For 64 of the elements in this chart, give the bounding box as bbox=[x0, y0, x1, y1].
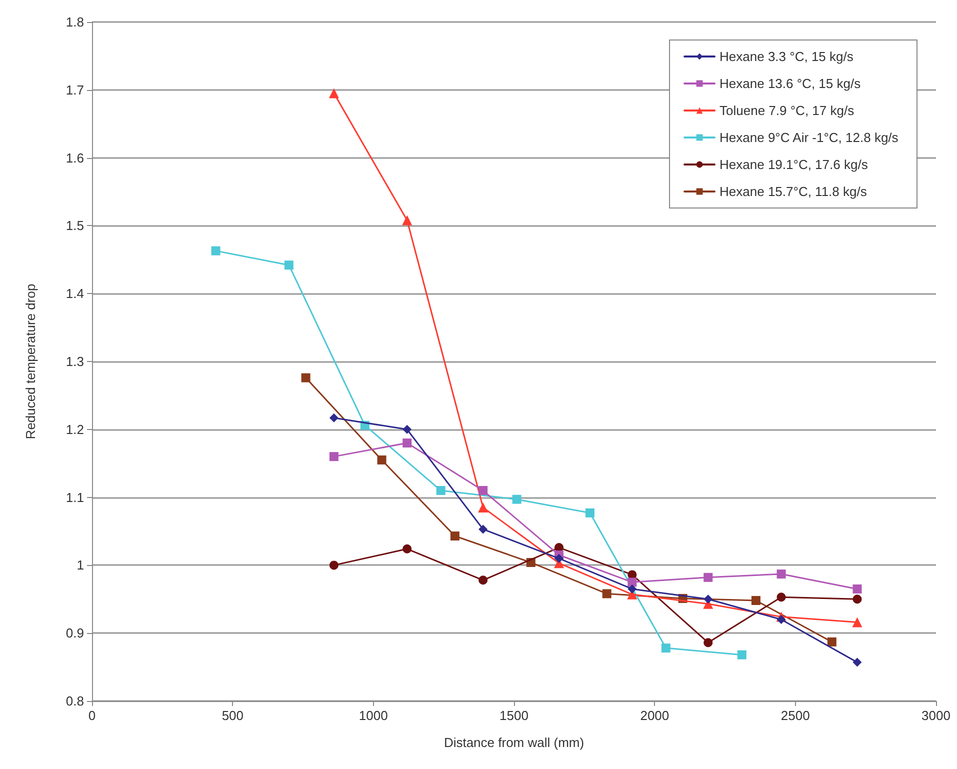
point bbox=[301, 373, 310, 382]
x-tick-label: 1500 bbox=[500, 708, 528, 723]
point bbox=[704, 572, 713, 582]
y-tick-label: 1.6 bbox=[66, 150, 84, 166]
legend-label: Hexane 15.7°C, 11.8 kg/s bbox=[720, 184, 868, 199]
legend-label: Hexane 13.6 °C, 15 kg/s bbox=[720, 76, 862, 91]
y-tick-label: 1.3 bbox=[66, 354, 84, 369]
point bbox=[852, 658, 862, 667]
point bbox=[628, 578, 637, 587]
point bbox=[329, 413, 338, 422]
point bbox=[852, 617, 862, 628]
point bbox=[478, 486, 488, 496]
point bbox=[478, 576, 488, 585]
point bbox=[776, 570, 786, 579]
y-tick-label: 1.1 bbox=[66, 490, 84, 505]
x-tick-label: 2000 bbox=[640, 708, 670, 723]
legend-label: Toluene 7.9 °C, 17 kg/s bbox=[720, 103, 855, 118]
x-tick-label: 2500 bbox=[780, 708, 810, 723]
point bbox=[377, 455, 386, 464]
point bbox=[329, 452, 338, 462]
point bbox=[478, 524, 488, 534]
legend-label: Hexane 9°C Air -1°C, 12.8 kg/s bbox=[720, 130, 899, 145]
point bbox=[211, 246, 220, 256]
point bbox=[776, 615, 786, 624]
point bbox=[852, 594, 862, 604]
point bbox=[628, 584, 637, 594]
y-tick-label: 1.5 bbox=[66, 218, 84, 234]
y-tick-label: 1 bbox=[76, 558, 84, 573]
x-tick-label: 500 bbox=[222, 708, 244, 723]
point bbox=[436, 486, 446, 496]
point bbox=[450, 532, 460, 541]
point bbox=[402, 544, 412, 554]
point bbox=[602, 589, 612, 598]
x-tick-label: 1000 bbox=[358, 708, 388, 723]
point bbox=[402, 215, 412, 226]
y-tick-label: 0.9 bbox=[66, 626, 84, 641]
x-tick-label: 3000 bbox=[922, 708, 950, 723]
y-tick-label: 0.8 bbox=[66, 694, 84, 708]
point bbox=[554, 554, 564, 563]
y-tick-label: 1.7 bbox=[66, 82, 84, 98]
point bbox=[329, 560, 338, 570]
point bbox=[328, 88, 339, 98]
point bbox=[402, 424, 412, 434]
x-tick-label: 0 bbox=[88, 708, 96, 723]
point bbox=[776, 592, 786, 602]
point bbox=[478, 502, 488, 512]
point bbox=[661, 644, 670, 653]
point bbox=[704, 638, 713, 648]
point bbox=[737, 650, 746, 660]
y-axis-title: Reduced temperature drop bbox=[23, 284, 38, 440]
legend-label: Hexane 19.1°C, 17.6 kg/s bbox=[720, 157, 868, 172]
y-tick-label: 1.2 bbox=[66, 422, 84, 437]
legend-label: Hexane 3.3 °C, 15 kg/s bbox=[720, 49, 854, 64]
point bbox=[402, 438, 412, 448]
y-tick-label: 1.8 bbox=[66, 14, 84, 30]
point bbox=[512, 494, 522, 504]
point bbox=[827, 637, 836, 646]
point bbox=[284, 260, 294, 270]
point bbox=[852, 584, 862, 594]
point bbox=[704, 594, 713, 604]
x-axis-title: Distance from wall (mm) bbox=[444, 735, 584, 750]
y-tick-label: 1.4 bbox=[66, 286, 84, 302]
point bbox=[585, 508, 594, 518]
point bbox=[751, 596, 760, 606]
